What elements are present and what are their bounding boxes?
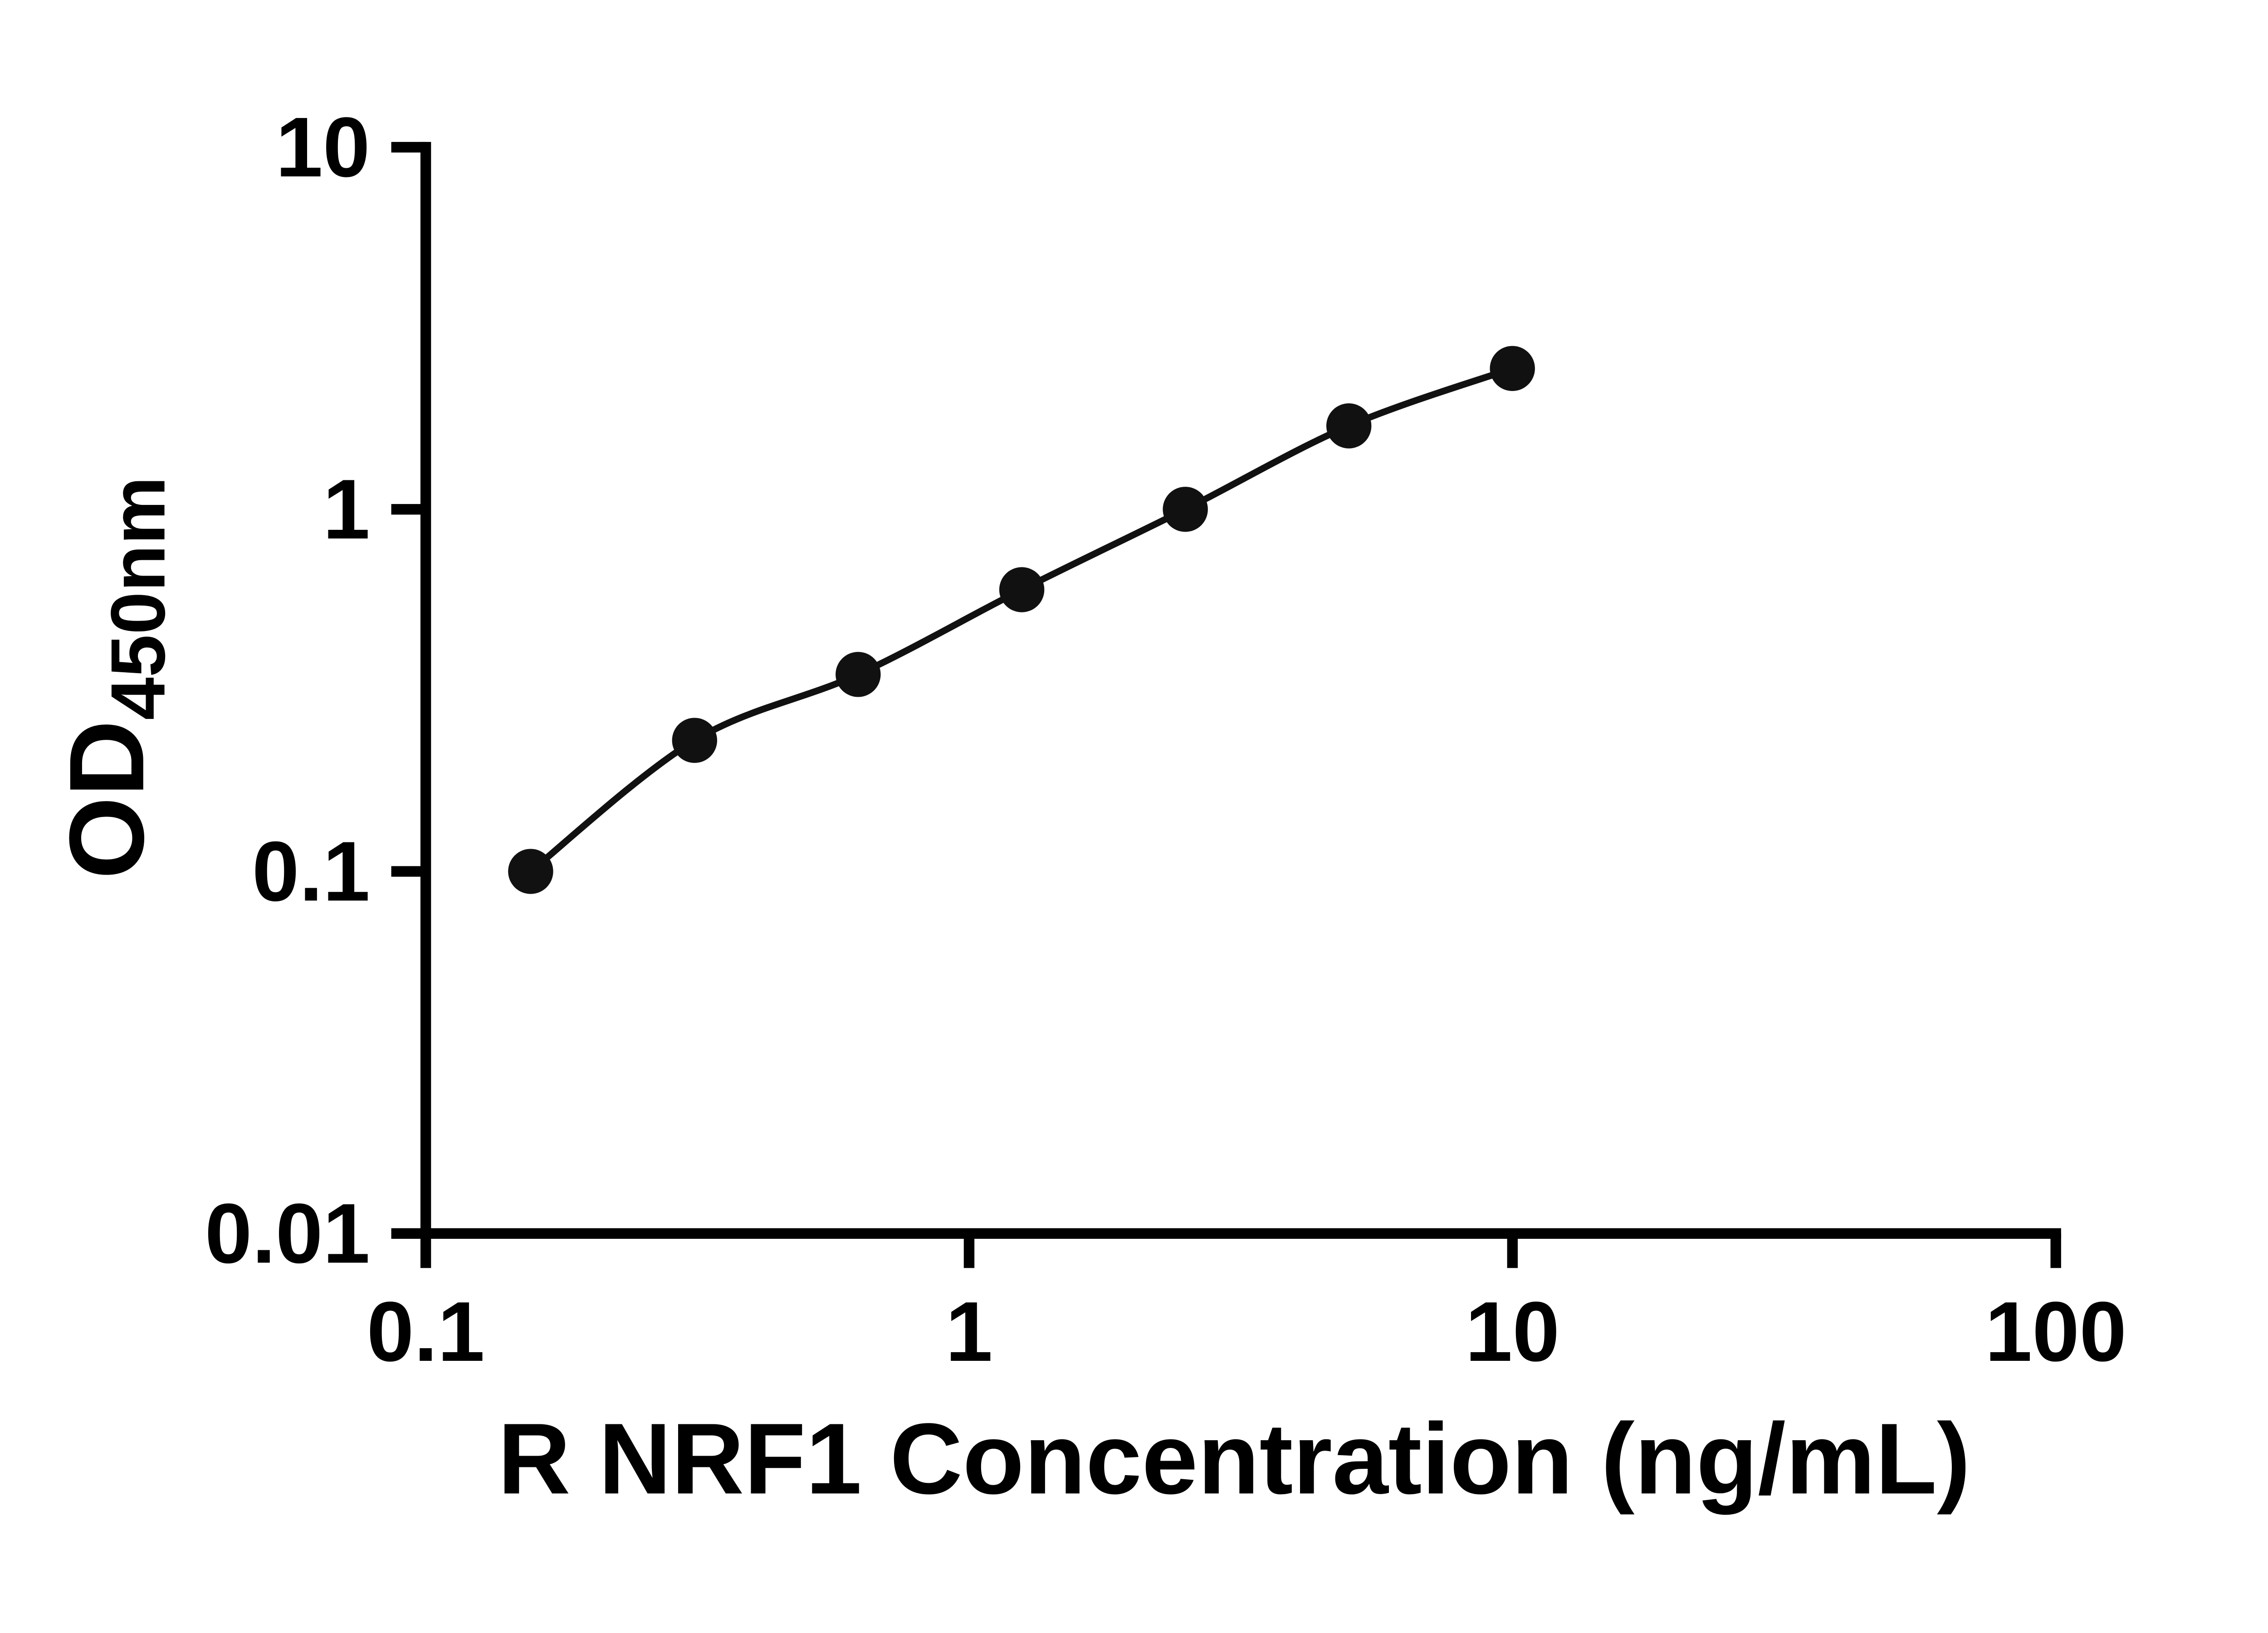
x-tick-label: 100 — [1985, 1284, 2126, 1379]
y-axis-title: OD450nm — [47, 476, 181, 879]
y-tick-label: 0.01 — [205, 1186, 370, 1281]
data-point — [1326, 403, 1372, 449]
standard-curve-line — [527, 365, 1516, 875]
x-axis-title: R NRF1 Concentration (ng/mL) — [498, 1403, 1970, 1515]
y-axis-title-subscript: 450nm — [95, 476, 181, 720]
x-tick-label: 10 — [1465, 1284, 1559, 1379]
y-axis-title-main: OD — [47, 720, 166, 879]
data-point — [999, 567, 1045, 612]
data-point — [836, 652, 881, 697]
data-point — [672, 718, 717, 763]
y-tick-label: 1 — [323, 462, 370, 557]
data-point — [1490, 346, 1535, 391]
data-point — [508, 849, 553, 894]
x-tick-label: 0.1 — [367, 1284, 485, 1379]
y-tick-label: 0.1 — [252, 824, 370, 919]
data-point — [1163, 487, 1208, 532]
x-tick-label: 1 — [945, 1284, 992, 1379]
y-tick-label: 10 — [276, 100, 370, 195]
standard-curve-figure: 0.1 1 10 100 10 1 0.1 0.01 R NRF1 Concentration … — [47, 99, 2127, 1516]
